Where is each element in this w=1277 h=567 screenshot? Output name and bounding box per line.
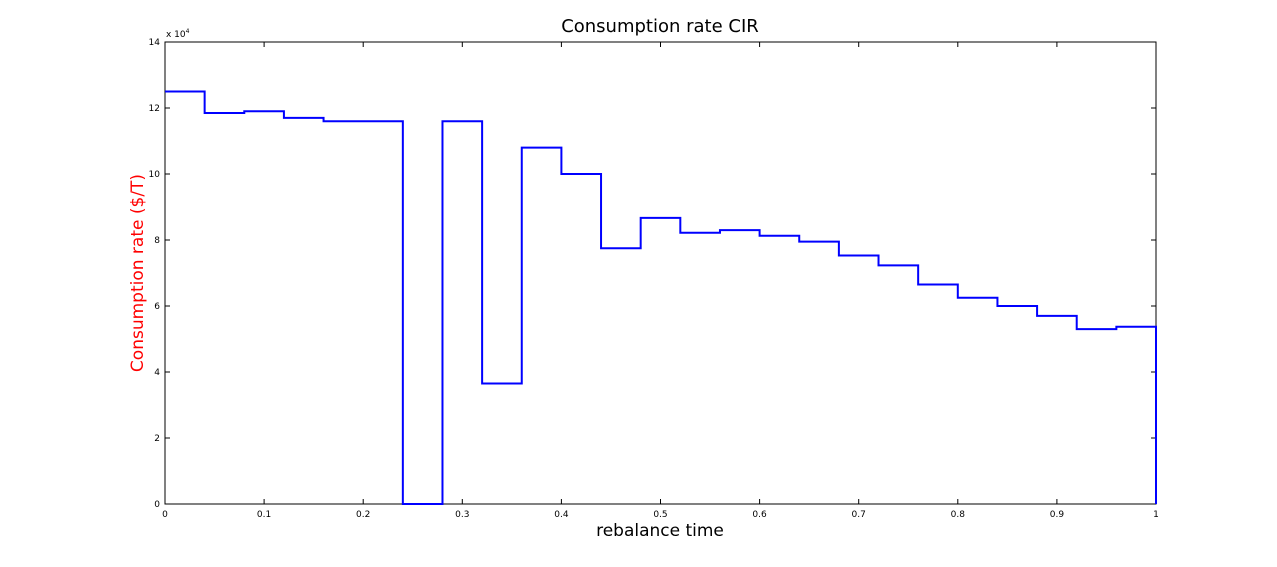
x-tick-label: 0.3	[455, 510, 469, 520]
y-tick-label: 4	[154, 368, 160, 378]
x-tick-label: 0	[162, 510, 168, 520]
y-tick-label: 8	[154, 236, 160, 246]
x-axis-ticks: 0 0.1 0.2 0.3 0.4 0.5 0.6 0.7 0.8 0.9 1	[162, 42, 1159, 520]
x-tick-label: 0.8	[951, 510, 966, 520]
x-tick-label: 0.5	[653, 510, 667, 520]
y-tick-label: 6	[154, 302, 160, 312]
y-exponent-label: x 104	[166, 28, 190, 40]
y-tick-label: 12	[149, 104, 160, 114]
y-axis-label: Consumption rate ($/T)	[128, 174, 148, 372]
chart-title: Consumption rate CIR	[561, 16, 759, 37]
y-tick-label: 10	[149, 170, 161, 180]
x-tick-label: 0.1	[257, 510, 271, 520]
x-tick-label: 1	[1153, 510, 1159, 520]
y-tick-label: 2	[154, 434, 160, 444]
x-axis-label: rebalance time	[596, 521, 724, 541]
x-tick-label: 0.6	[752, 510, 767, 520]
x-tick-label: 0.9	[1050, 510, 1065, 520]
y-exponent-base: x 10	[166, 30, 186, 40]
y-tick-label: 14	[149, 38, 161, 48]
series-line	[165, 90, 1157, 505]
x-tick-label: 0.4	[554, 510, 569, 520]
y-exponent-power: 4	[186, 28, 190, 35]
x-tick-label: 0.7	[852, 510, 866, 520]
y-axis-ticks: 0 2 4 6 8 10 12 14	[149, 38, 1156, 510]
y-tick-label: 0	[154, 500, 160, 510]
x-tick-label: 0.2	[356, 510, 370, 520]
series-layer	[165, 90, 1157, 505]
